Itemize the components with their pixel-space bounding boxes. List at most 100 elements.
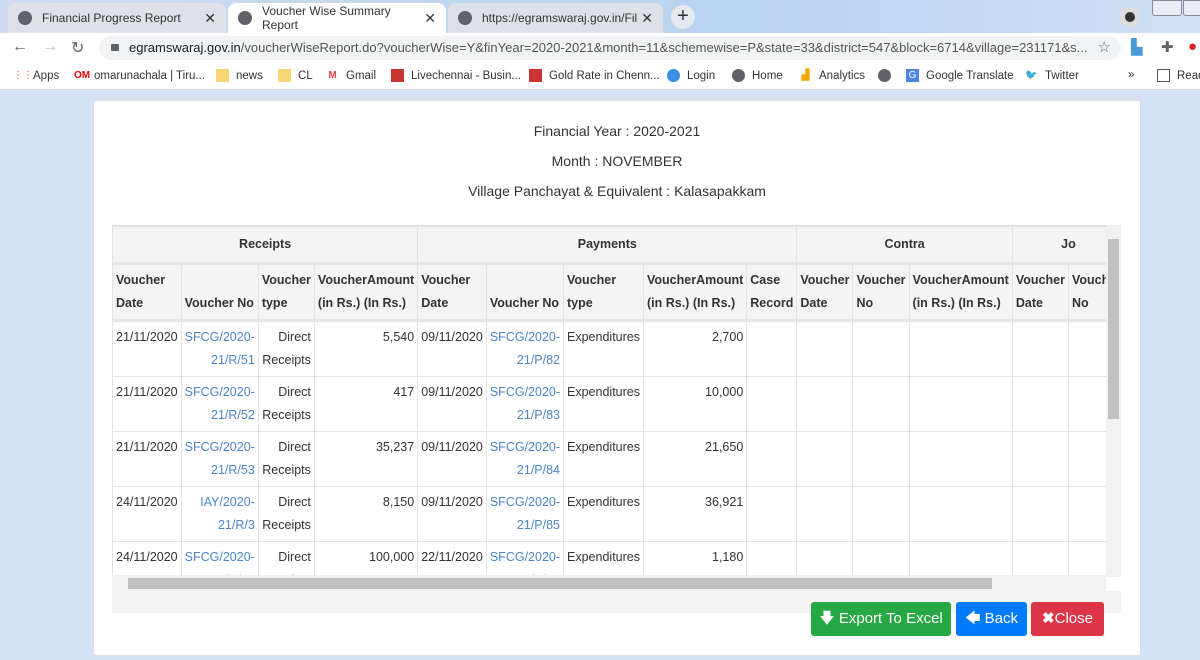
om-icon: OM [74, 70, 91, 81]
voucher-no-link[interactable]: SFCG/2020-21/P/85 [489, 495, 561, 532]
voucher-table: Receipts Payments Contra Jo Voucher Date Vou… [112, 226, 1121, 591]
voucher-no-link[interactable]: SFCG/2020-21/P/83 [489, 385, 561, 422]
table-cell [746, 431, 798, 487]
bookmark-analytics[interactable]: ▟ Analytics [799, 69, 865, 82]
download-arrow-icon: 🡇 [819, 610, 839, 627]
bookmark-news[interactable]: news [216, 69, 263, 82]
live-icon [391, 69, 404, 82]
globe-icon [238, 11, 252, 25]
bookmark-cl[interactable]: CL [278, 69, 313, 82]
bookmark-apps[interactable]: ⋮⋮ Apps [13, 69, 60, 82]
vertical-scroll-thumb[interactable] [1108, 239, 1119, 419]
table-cell [746, 320, 798, 377]
gmail-icon: M [328, 70, 337, 81]
table-cell [746, 486, 798, 542]
horizontal-scrollbar[interactable] [112, 575, 1106, 591]
bookmark-twitter[interactable]: 🐦 Twitter [1025, 69, 1079, 82]
column-header: Voucher type [563, 263, 644, 322]
table-cell: 8,150 [313, 486, 419, 542]
close-tab-icon[interactable]: ✕ [424, 9, 436, 26]
table-cell [1011, 431, 1069, 487]
table-cell [852, 320, 910, 377]
restore-button[interactable] [1183, 0, 1200, 16]
extension-red-icon[interactable]: ● [1188, 38, 1198, 55]
column-header: Voucher No [852, 263, 910, 322]
tab-file-report[interactable]: https://egramswaraj.gov.in/FileRe✕ [448, 3, 663, 33]
table-cell: Expenditures [563, 320, 644, 377]
back-icon[interactable]: ← [12, 38, 28, 55]
bookmark-livechennai[interactable]: Livechennai - Busin... [391, 69, 521, 82]
table-cell [796, 376, 854, 432]
reading-list[interactable]: Read [1157, 69, 1200, 82]
close-button[interactable]: ✖Close [1031, 602, 1104, 636]
bookmark-gmail[interactable]: M Gmail [326, 69, 376, 82]
bookmark-google-translate[interactable]: G Google Translate [906, 69, 1014, 82]
column-header: Voucher No [180, 263, 259, 322]
puzzle-icon[interactable]: ✚ [1161, 39, 1174, 56]
voucher-no-link[interactable]: SFCG/2020-21/P/82 [489, 330, 561, 367]
table-row: 24/11/2020 IAY/2020-21/R/3 Direct Receipts… [112, 486, 1121, 542]
table-cell: 21,650 [642, 431, 748, 487]
tab-voucher-wise[interactable]: Voucher Wise Summary Report ✕ [228, 3, 446, 33]
column-header: VoucherAmount (in Rs.) (In Rs.) [908, 263, 1013, 322]
table-cell [908, 486, 1013, 542]
table-cell: Direct Receipts [257, 320, 315, 377]
voucher-no-link[interactable]: SFCG/2020-21/R/51 [184, 330, 255, 367]
table-cell: 21/11/2020 [112, 320, 182, 377]
lock-icon [111, 44, 119, 51]
bookmark-login[interactable]: Login [667, 69, 715, 82]
forward-icon[interactable]: → [42, 38, 58, 55]
analytics-icon: ▟ [801, 70, 810, 81]
close-tab-icon[interactable]: ✕ [641, 9, 653, 26]
table-cell: 09/11/2020 [417, 486, 487, 542]
globe-icon [878, 69, 891, 82]
table-cell: SFCG/2020-21/R/51 [180, 320, 259, 377]
table-cell: SFCG/2020-21/P/84 [485, 431, 565, 487]
bookmark-omarunachala[interactable]: OM omarunachala | Tiru... [74, 69, 206, 82]
login-icon [667, 69, 680, 82]
table-cell [796, 486, 854, 542]
live-icon [529, 69, 542, 82]
report-table-container: Receipts Payments Contra Jo Voucher Date Vou… [112, 225, 1121, 591]
voucher-no-link[interactable]: IAY/2020-21/R/3 [200, 495, 255, 532]
table-cell [1011, 486, 1069, 542]
table-cell [908, 320, 1013, 377]
table-cell: Direct Receipts [257, 376, 315, 432]
reload-icon[interactable]: ↻ [71, 40, 85, 57]
table-cell: SFCG/2020-21/R/53 [180, 431, 259, 487]
column-header: Voucher type [257, 263, 315, 322]
bookmark-gold-rate[interactable]: Gold Rate in Chenn... [529, 69, 660, 82]
column-header: Voucher Date [796, 263, 854, 322]
table-cell [852, 486, 910, 542]
extension-icon[interactable]: ▙ [1131, 39, 1143, 56]
voucher-no-link[interactable]: SFCG/2020-21/P/84 [489, 440, 561, 477]
table-cell: 5,540 [313, 320, 419, 377]
table-cell: Expenditures [563, 486, 644, 542]
vertical-scrollbar[interactable] [1106, 225, 1121, 577]
close-tab-icon[interactable]: ✕ [204, 9, 216, 26]
minimize-button[interactable] [1152, 0, 1182, 16]
apps-icon: ⋮⋮ [13, 70, 33, 81]
globe-icon [458, 11, 472, 25]
village: Village Panchayat & Equivalent : Kalasap… [468, 183, 766, 199]
reading-list-icon [1157, 69, 1170, 82]
bookmark-home[interactable]: Home [732, 69, 783, 82]
folder-icon [216, 69, 229, 82]
column-header: Case Record [746, 263, 798, 322]
back-button[interactable]: 🡄 Back [956, 602, 1027, 636]
bookmark-globe[interactable] [878, 69, 898, 82]
export-to-excel-button[interactable]: 🡇 Export To Excel [811, 602, 951, 636]
star-icon[interactable]: ☆ [1097, 39, 1111, 56]
financial-year: Financial Year : 2020-2021 [533, 123, 701, 139]
folder-icon [278, 69, 291, 82]
tab-financial-progress[interactable]: Financial Progress Report ✕ [8, 3, 226, 33]
table-cell: 09/11/2020 [417, 320, 487, 377]
new-tab-button[interactable]: + [671, 5, 695, 29]
voucher-no-link[interactable]: SFCG/2020-21/R/53 [184, 440, 255, 477]
table-cell: 21/11/2020 [112, 431, 182, 487]
horizontal-scroll-thumb[interactable] [128, 578, 992, 589]
address-bar[interactable]: egramswaraj.gov.in/voucherWiseReport.do?… [99, 36, 1121, 60]
voucher-no-link[interactable]: SFCG/2020-21/R/52 [184, 385, 255, 422]
profile-icon[interactable] [1120, 7, 1140, 27]
more-bookmarks-icon[interactable]: » [1128, 69, 1135, 81]
